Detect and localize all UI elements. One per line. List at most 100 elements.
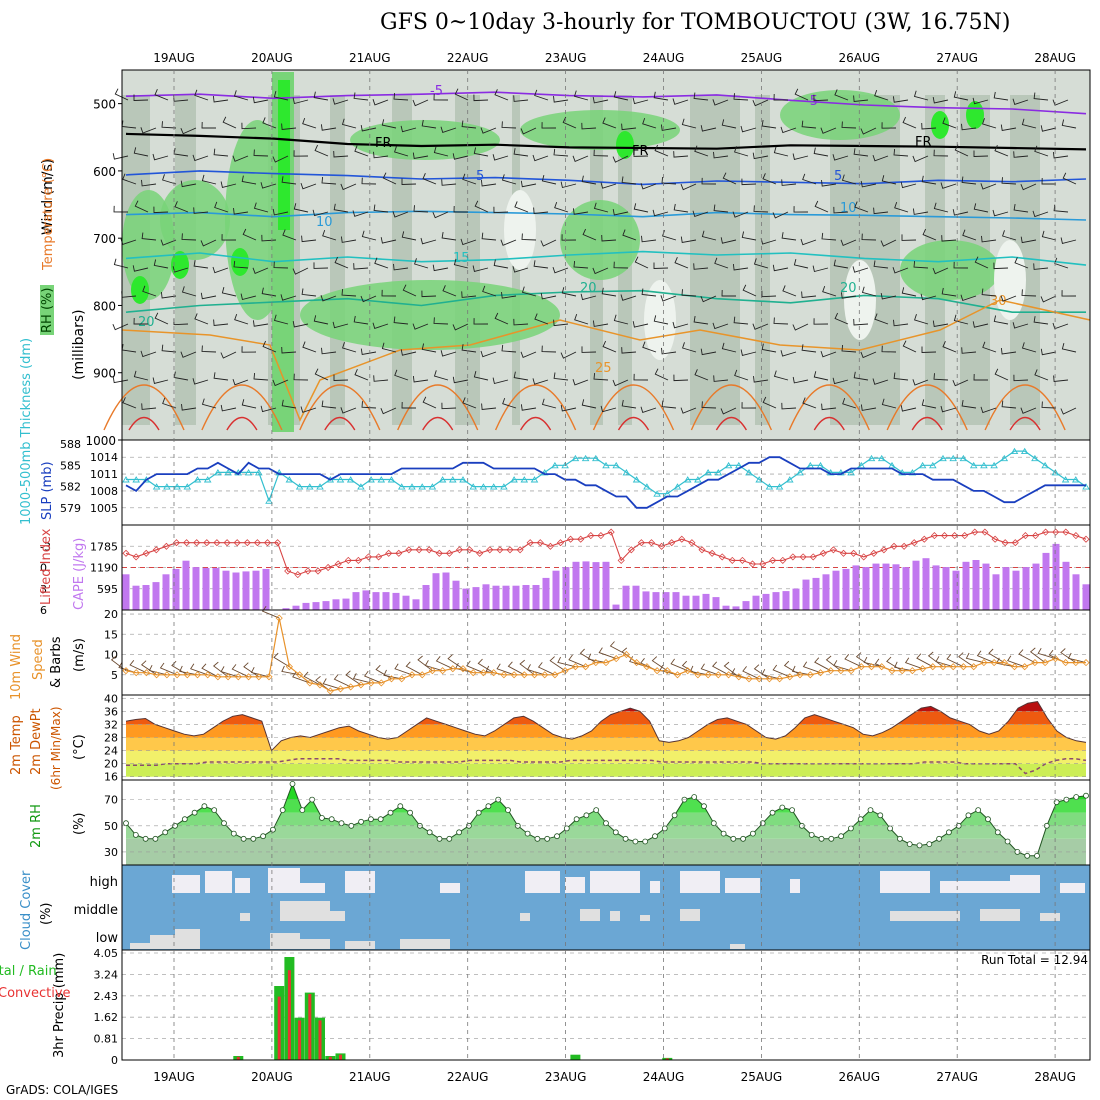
- wind-speed-point: [1021, 663, 1029, 671]
- cloud-high-block-6: [440, 883, 460, 893]
- li-point: [870, 549, 878, 557]
- wind-barb-84: [841, 121, 857, 129]
- wind-speed-point: [571, 663, 579, 671]
- wind-barb-69: [541, 122, 557, 129]
- wind-speed-point: [704, 671, 712, 679]
- rh2m-point: [269, 826, 276, 833]
- wind-barb-433: [140, 350, 157, 358]
- cape-bar: [1032, 563, 1040, 610]
- rh2m-point: [867, 807, 874, 813]
- wind-speed-point: [867, 663, 876, 671]
- wind-tick-5: 5: [111, 669, 118, 682]
- wind-barb-38: [874, 89, 889, 101]
- wind10m-barb: [303, 671, 321, 686]
- rh2m-point: [1073, 794, 1080, 800]
- rh-saturated-patch-4: [931, 111, 949, 139]
- temp-band-3: [126, 724, 1086, 738]
- wind-barb-470: [881, 345, 897, 353]
- wind-barb-281: [941, 235, 957, 242]
- thickness-point: [1082, 483, 1090, 490]
- cape-bar: [142, 585, 150, 610]
- wind-barb-109: [373, 151, 389, 159]
- li-point: [981, 528, 989, 536]
- cape-bar: [312, 602, 320, 610]
- thickness-point: [714, 469, 723, 476]
- isotherm-30-bump-8: [886, 384, 968, 431]
- cape-bar: [622, 585, 630, 610]
- wind-speed-point: [970, 663, 978, 671]
- wind-barb-447: [421, 343, 437, 353]
- wind10m-barb: [1007, 655, 1025, 668]
- rh2m-point: [260, 833, 267, 840]
- wind10m-barb: [250, 666, 270, 678]
- li-line: [125, 531, 1087, 576]
- wind-barb-264: [601, 234, 617, 242]
- rh2m-point: [622, 835, 629, 842]
- cape-tick-1785: 1785: [90, 540, 118, 553]
- wind-speed-point: [786, 673, 794, 681]
- li-point: [718, 553, 726, 561]
- wind-barb-81: [780, 126, 797, 134]
- rh-tick-30: 30: [104, 846, 118, 859]
- wind-barb-317: [693, 263, 709, 270]
- wind-barb-346: [320, 295, 337, 302]
- wind-barb-262: [561, 234, 577, 241]
- wind-barb-358: [561, 287, 577, 297]
- wind-speed-point: [939, 663, 947, 671]
- rh2m-point: [573, 816, 580, 823]
- thickness-point: [918, 461, 927, 469]
- cloud-high-block-9: [590, 871, 640, 893]
- cape-bar: [432, 573, 440, 610]
- cape-bar: [1082, 584, 1090, 610]
- wind10m-barb: [598, 647, 617, 660]
- isotherm-30-bump-1: [201, 384, 283, 431]
- cape-bar: [942, 567, 950, 610]
- rh2m-point: [1024, 852, 1031, 859]
- wind-speed-point: [919, 665, 927, 673]
- wind-barb-152: [281, 176, 297, 185]
- wind-barb-242: [160, 239, 177, 246]
- wind10m-barb: [424, 660, 443, 672]
- cape-bar: [242, 571, 250, 610]
- cape-bar: [302, 602, 310, 610]
- wind-barb-138: [954, 144, 969, 157]
- thickness-point: [1061, 476, 1070, 483]
- wind-barb-285: [1020, 236, 1037, 244]
- wind-barb-291: [172, 266, 189, 273]
- wind-barb-329: [932, 267, 949, 275]
- cape-bar: [1012, 570, 1020, 610]
- thickness-point: [203, 476, 212, 483]
- rh2m-point: [250, 835, 257, 842]
- rh2m-point: [985, 816, 991, 823]
- wind-barb-260: [521, 233, 537, 241]
- wind10m-barb: [844, 654, 862, 668]
- temp-tick-24: 24: [104, 745, 118, 758]
- wind-barb-393: [292, 321, 309, 328]
- li-point: [193, 539, 201, 547]
- wind-barb-451: [501, 344, 517, 353]
- wind-barb-243: [181, 233, 197, 241]
- wind-barb-273: [781, 232, 797, 241]
- li-point: [1062, 528, 1070, 536]
- cloud-high-block-17: [1060, 883, 1085, 893]
- wind-barb-325: [852, 266, 869, 273]
- wind-speed-point: [684, 667, 692, 675]
- temp-tick-20: 20: [104, 758, 118, 771]
- wind-barb-395: [332, 321, 349, 329]
- li-axis-label: Lifted Index: [39, 528, 54, 605]
- contour-label-1: -5: [805, 94, 818, 109]
- wind-barb-343: [261, 287, 277, 297]
- cape-bar: [422, 585, 430, 610]
- precip-convective-bar: [665, 1058, 669, 1060]
- thickness-point: [265, 497, 273, 504]
- wind-barb-193: [134, 200, 149, 213]
- cloud-level-label-low: low: [96, 931, 119, 946]
- li-point: [829, 546, 837, 554]
- rh-saturated-patch-3: [616, 131, 634, 159]
- wind-tick-10: 10: [104, 649, 118, 662]
- wind-barb-64: [440, 126, 457, 133]
- wind10m-barb: [833, 660, 852, 672]
- cape-bar: [292, 605, 300, 610]
- thickness-point: [377, 476, 386, 483]
- wind-barb-135: [893, 148, 909, 157]
